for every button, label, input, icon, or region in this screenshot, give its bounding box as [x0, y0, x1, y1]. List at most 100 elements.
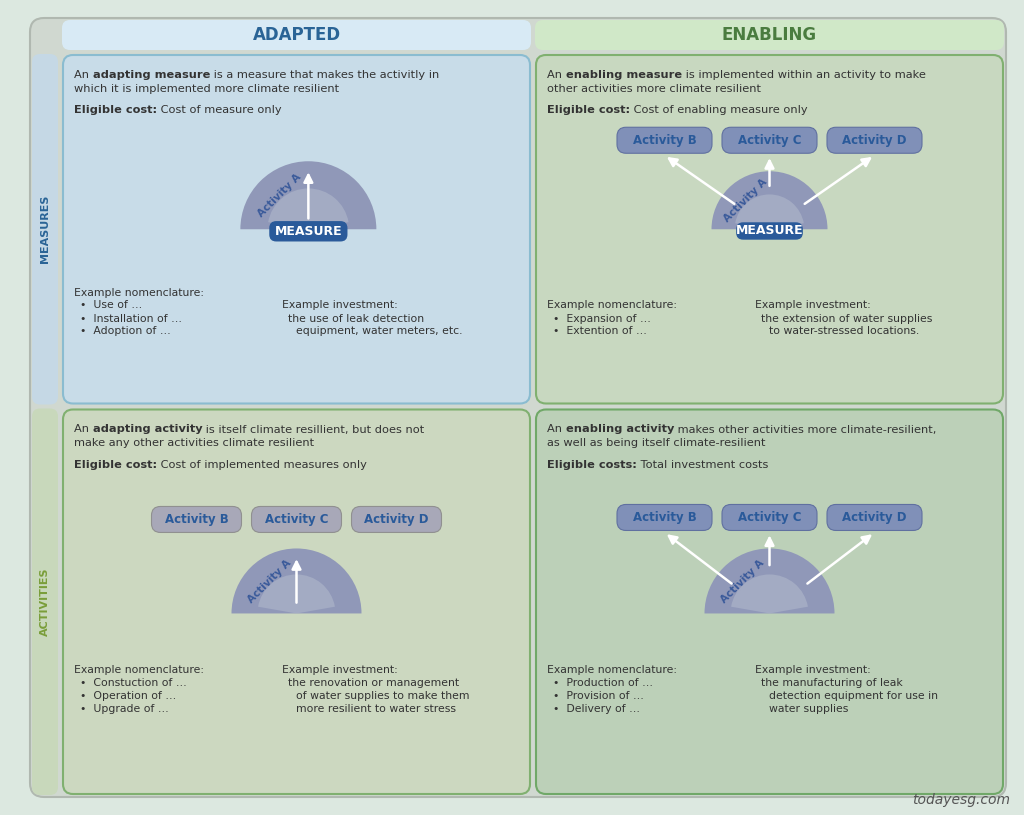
Text: MEASURE: MEASURE — [274, 225, 342, 238]
FancyBboxPatch shape — [536, 409, 1002, 794]
Text: Eligible cost:: Eligible cost: — [547, 105, 630, 115]
Text: •  Upgrade of …: • Upgrade of … — [80, 704, 169, 714]
FancyBboxPatch shape — [536, 55, 1002, 403]
Text: •  Provision of …: • Provision of … — [553, 691, 644, 701]
Text: Example nomenclature:: Example nomenclature: — [547, 665, 677, 675]
Wedge shape — [731, 575, 808, 614]
Text: Eligible costs:: Eligible costs: — [547, 460, 637, 469]
Text: Activity B: Activity B — [633, 134, 696, 147]
Text: Activity B: Activity B — [165, 513, 228, 526]
Text: makes other activities more climate-resilient,: makes other activities more climate-resi… — [674, 425, 936, 434]
Text: other activities more climate resilient: other activities more climate resilient — [547, 84, 761, 94]
Text: Example investment:: Example investment: — [756, 301, 871, 311]
Text: •  Use of …: • Use of … — [80, 301, 142, 311]
Text: ADAPTED: ADAPTED — [253, 26, 341, 44]
FancyBboxPatch shape — [32, 408, 58, 795]
FancyBboxPatch shape — [62, 20, 531, 50]
Text: adapting measure: adapting measure — [92, 70, 210, 80]
Wedge shape — [712, 171, 827, 229]
Text: Activity C: Activity C — [737, 134, 801, 147]
FancyBboxPatch shape — [252, 506, 341, 532]
FancyBboxPatch shape — [617, 127, 712, 153]
Text: equipment, water meters, etc.: equipment, water meters, etc. — [296, 327, 463, 337]
Text: is itself climate resillient, but does not: is itself climate resillient, but does n… — [203, 425, 425, 434]
Text: •  Delivery of …: • Delivery of … — [553, 704, 640, 714]
Text: Activity A: Activity A — [722, 177, 769, 224]
Text: •  Operation of …: • Operation of … — [80, 691, 176, 701]
FancyBboxPatch shape — [30, 18, 1006, 797]
Text: Activity B: Activity B — [633, 511, 696, 524]
Text: as well as being itself climate-resilient: as well as being itself climate-resilien… — [547, 438, 766, 448]
Text: An: An — [74, 70, 92, 80]
Text: Example investment:: Example investment: — [283, 665, 398, 675]
Text: the manufacturing of leak: the manufacturing of leak — [761, 678, 903, 688]
Text: •  Extention of …: • Extention of … — [553, 327, 647, 337]
FancyBboxPatch shape — [827, 504, 922, 531]
Text: Activity A: Activity A — [719, 557, 766, 605]
Text: •  Expansion of …: • Expansion of … — [553, 314, 651, 324]
Text: Cost of implemented measures only: Cost of implemented measures only — [157, 460, 367, 469]
FancyBboxPatch shape — [63, 409, 530, 794]
FancyBboxPatch shape — [617, 504, 712, 531]
Text: Eligible cost:: Eligible cost: — [74, 105, 157, 115]
Text: Example investment:: Example investment: — [756, 665, 871, 675]
Text: An: An — [547, 70, 565, 80]
Text: MEASURE: MEASURE — [735, 224, 803, 237]
Text: Example nomenclature:: Example nomenclature: — [547, 301, 677, 311]
Text: is a measure that makes the activitly in: is a measure that makes the activitly in — [210, 70, 439, 80]
Text: ENABLING: ENABLING — [722, 26, 817, 44]
Text: Example nomenclature:: Example nomenclature: — [74, 288, 204, 297]
FancyBboxPatch shape — [722, 127, 817, 153]
Text: Activity D: Activity D — [843, 134, 906, 147]
Text: An: An — [74, 425, 92, 434]
Text: detection equipment for use in: detection equipment for use in — [769, 691, 938, 701]
Text: Eligible cost:: Eligible cost: — [74, 460, 157, 469]
Text: adapting activity: adapting activity — [92, 425, 203, 434]
Text: An: An — [547, 425, 565, 434]
Text: make any other activities climate resilient: make any other activities climate resili… — [74, 438, 314, 448]
Wedge shape — [268, 188, 348, 229]
Text: Activity A: Activity A — [256, 172, 303, 218]
Text: to water-stressed locations.: to water-stressed locations. — [769, 327, 920, 337]
Text: Example investment:: Example investment: — [283, 301, 398, 311]
FancyBboxPatch shape — [722, 504, 817, 531]
Text: the extension of water supplies: the extension of water supplies — [761, 314, 933, 324]
Text: enabling measure: enabling measure — [565, 70, 682, 80]
Text: •  Constuction of …: • Constuction of … — [80, 678, 186, 688]
FancyBboxPatch shape — [827, 127, 922, 153]
Text: MEASURES: MEASURES — [40, 195, 50, 263]
Text: water supplies: water supplies — [769, 704, 849, 714]
Wedge shape — [705, 548, 835, 614]
FancyBboxPatch shape — [269, 221, 347, 241]
Text: Total investment costs: Total investment costs — [637, 460, 768, 469]
Text: Example nomenclature:: Example nomenclature: — [74, 665, 204, 675]
Text: todayesg.com: todayesg.com — [912, 793, 1010, 807]
Text: Activity D: Activity D — [365, 513, 429, 526]
Text: more resilient to water stress: more resilient to water stress — [296, 704, 457, 714]
Text: is implemented within an activity to make: is implemented within an activity to mak… — [682, 70, 926, 80]
FancyBboxPatch shape — [535, 20, 1004, 50]
Text: Activity A: Activity A — [246, 557, 293, 605]
Text: enabling activity: enabling activity — [565, 425, 674, 434]
Text: Activity D: Activity D — [843, 511, 906, 524]
Text: ACTIVITIES: ACTIVITIES — [40, 567, 50, 636]
Text: of water supplies to make them: of water supplies to make them — [296, 691, 470, 701]
Wedge shape — [241, 161, 377, 229]
Wedge shape — [735, 195, 804, 229]
Text: •  Production of …: • Production of … — [553, 678, 653, 688]
Wedge shape — [231, 548, 361, 614]
Text: •  Adoption of …: • Adoption of … — [80, 327, 171, 337]
FancyBboxPatch shape — [32, 54, 58, 404]
Wedge shape — [258, 575, 335, 614]
FancyBboxPatch shape — [351, 506, 441, 532]
Text: •  Installation of …: • Installation of … — [80, 314, 182, 324]
Text: the use of leak detection: the use of leak detection — [289, 314, 424, 324]
FancyBboxPatch shape — [736, 222, 803, 240]
Text: Cost of enabling measure only: Cost of enabling measure only — [630, 105, 808, 115]
Text: Cost of measure only: Cost of measure only — [157, 105, 282, 115]
FancyBboxPatch shape — [63, 55, 530, 403]
FancyBboxPatch shape — [152, 506, 242, 532]
Text: the renovation or management: the renovation or management — [289, 678, 460, 688]
Text: Activity C: Activity C — [265, 513, 329, 526]
Text: which it is implemented more climate resilient: which it is implemented more climate res… — [74, 84, 339, 94]
